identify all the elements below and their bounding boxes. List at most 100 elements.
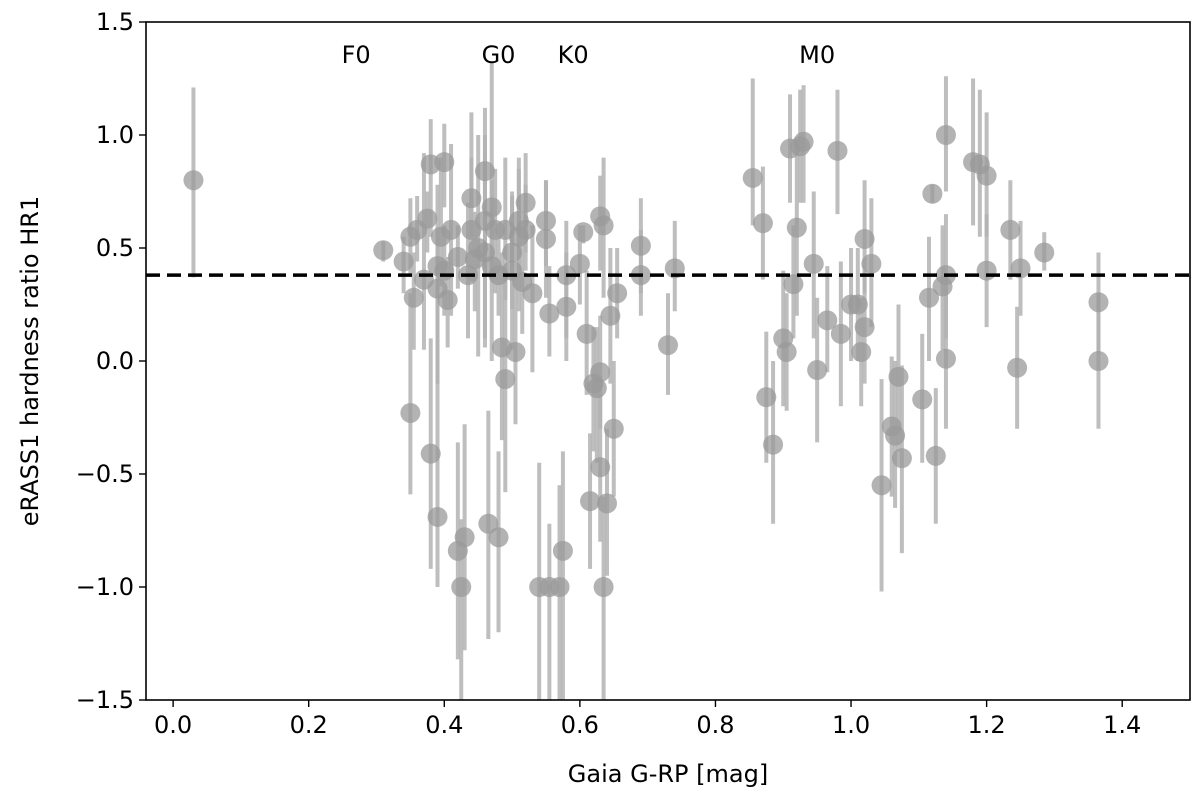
y-axis-label: eRASS1 hardness ratio HR1 <box>16 196 44 526</box>
x-tick-label: 0.2 <box>290 711 328 739</box>
data-point <box>373 240 394 261</box>
data-point <box>1000 219 1021 240</box>
data-point <box>515 192 536 213</box>
data-point <box>891 448 912 469</box>
data-point <box>461 188 482 209</box>
data-point <box>495 369 516 390</box>
data-point <box>776 341 797 362</box>
data-point <box>793 131 814 152</box>
data-point <box>861 253 882 274</box>
data-point <box>871 475 892 496</box>
data-point <box>393 251 414 272</box>
data-point <box>580 491 601 512</box>
data-point <box>596 493 617 514</box>
x-axis-label: Gaia G-RP [mag] <box>568 760 768 788</box>
data-point <box>885 425 906 446</box>
data-point <box>803 253 824 274</box>
data-point <box>922 183 943 204</box>
data-point <box>658 335 678 356</box>
data-point <box>549 577 570 597</box>
data-point <box>854 317 875 338</box>
data-point <box>912 389 933 410</box>
data-point <box>935 125 956 145</box>
data-point <box>573 222 594 243</box>
data-point <box>830 323 851 344</box>
y-tick-label: 1.0 <box>96 121 134 149</box>
data-point <box>1007 357 1028 378</box>
data-point <box>569 253 590 274</box>
x-tick-label: 0.4 <box>425 711 463 739</box>
data-point <box>786 217 807 238</box>
data-point <box>976 165 997 186</box>
data-point <box>515 219 536 240</box>
data-point <box>576 323 597 344</box>
data-point <box>488 527 509 548</box>
data-point <box>607 283 628 304</box>
x-tick-label: 1.2 <box>968 711 1006 739</box>
data-point <box>603 418 624 439</box>
x-axis-ticks: 0.0 0.2 0.4 0.6 0.8 1.0 1.2 1.4 <box>154 700 1141 739</box>
data-point <box>590 457 611 478</box>
data-point <box>827 140 848 161</box>
data-point <box>847 294 868 315</box>
y-axis-ticks: −1.5 −1.0 −0.5 0.0 0.5 1.0 1.5 <box>76 8 146 714</box>
x-tick-label: 1.4 <box>1103 711 1141 739</box>
data-point <box>888 366 909 387</box>
data-point <box>441 219 462 240</box>
data-point <box>535 210 556 231</box>
y-tick-label: 1.5 <box>96 8 134 36</box>
data-point <box>851 341 872 362</box>
x-tick-label: 1.0 <box>832 711 870 739</box>
y-tick-label: 0.0 <box>96 347 134 375</box>
data-point <box>783 274 804 295</box>
data-point <box>1088 351 1109 371</box>
y-tick-label: −1.5 <box>76 686 134 714</box>
x-tick-label: 0.0 <box>154 711 192 739</box>
data-point <box>183 170 204 191</box>
data-point <box>742 167 763 188</box>
data-point <box>539 303 560 324</box>
errorbar-layer <box>191 62 1101 700</box>
data-point <box>403 287 424 308</box>
data-point <box>447 247 468 268</box>
annotation-label: F0 <box>342 41 371 69</box>
data-point <box>417 208 438 229</box>
data-point <box>1088 292 1109 313</box>
data-point <box>427 506 448 527</box>
data-point <box>817 310 838 331</box>
data-point <box>522 283 543 304</box>
data-point <box>600 305 621 326</box>
y-tick-label: −0.5 <box>76 460 134 488</box>
data-point <box>454 527 475 548</box>
data-point <box>976 260 997 281</box>
data-point <box>752 213 773 234</box>
data-point <box>593 215 614 236</box>
data-point <box>593 577 614 597</box>
data-point <box>763 434 784 455</box>
data-point <box>1034 242 1055 263</box>
data-point <box>437 289 458 310</box>
data-point <box>552 540 573 561</box>
data-point <box>590 362 611 383</box>
y-tick-label: −1.0 <box>76 573 134 601</box>
data-point <box>919 287 939 308</box>
data-point <box>586 378 607 399</box>
data-point <box>664 258 685 279</box>
spectral-type-annotations: F0 G0 K0 M0 <box>342 41 836 69</box>
data-point <box>925 445 946 466</box>
data-point <box>1010 258 1031 279</box>
annotation-label: G0 <box>482 41 516 69</box>
data-point <box>854 228 875 249</box>
x-tick-label: 0.6 <box>561 711 599 739</box>
annotation-label: K0 <box>558 41 589 69</box>
data-point <box>756 387 777 408</box>
data-point <box>434 152 455 173</box>
y-tick-label: 0.5 <box>96 234 134 262</box>
data-point <box>535 228 556 249</box>
annotation-label: M0 <box>799 41 835 69</box>
data-point <box>420 443 441 464</box>
data-point <box>935 348 956 369</box>
data-point <box>556 296 577 317</box>
data-point <box>400 402 421 423</box>
